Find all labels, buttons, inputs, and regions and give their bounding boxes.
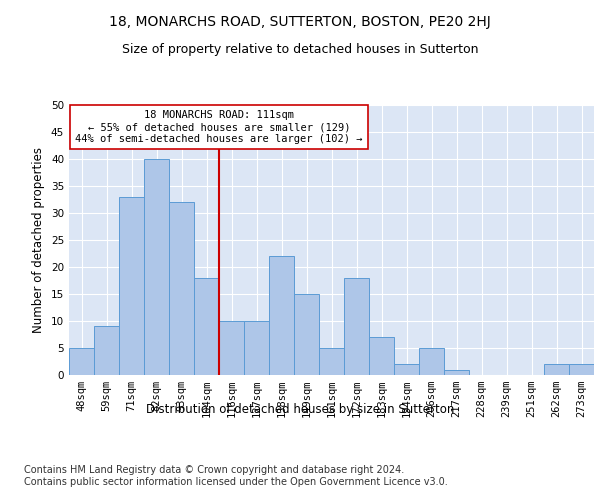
Bar	[94, 326, 119, 375]
Bar	[319, 348, 344, 375]
Bar	[419, 348, 444, 375]
Bar	[544, 364, 569, 375]
Text: Distribution of detached houses by size in Sutterton: Distribution of detached houses by size …	[146, 402, 454, 415]
Bar	[569, 364, 594, 375]
Bar	[119, 197, 144, 375]
Text: Contains HM Land Registry data © Crown copyright and database right 2024.
Contai: Contains HM Land Registry data © Crown c…	[24, 465, 448, 486]
Bar	[219, 321, 244, 375]
Bar	[344, 278, 369, 375]
Bar	[444, 370, 469, 375]
Bar	[144, 159, 169, 375]
Bar	[194, 278, 219, 375]
Bar	[269, 256, 294, 375]
Text: Size of property relative to detached houses in Sutterton: Size of property relative to detached ho…	[122, 42, 478, 56]
Bar	[69, 348, 94, 375]
Bar	[369, 337, 394, 375]
Bar	[244, 321, 269, 375]
Bar	[294, 294, 319, 375]
Text: 18 MONARCHS ROAD: 111sqm
← 55% of detached houses are smaller (129)
44% of semi-: 18 MONARCHS ROAD: 111sqm ← 55% of detach…	[75, 110, 363, 144]
Text: 18, MONARCHS ROAD, SUTTERTON, BOSTON, PE20 2HJ: 18, MONARCHS ROAD, SUTTERTON, BOSTON, PE…	[109, 15, 491, 29]
Bar	[394, 364, 419, 375]
Y-axis label: Number of detached properties: Number of detached properties	[32, 147, 46, 333]
Bar	[169, 202, 194, 375]
